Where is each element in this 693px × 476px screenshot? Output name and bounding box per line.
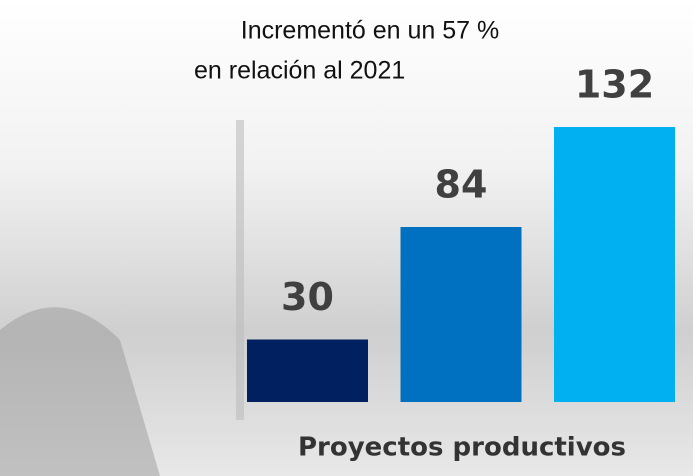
annotation: en relación al 2021 xyxy=(194,57,405,85)
value-label: 84 xyxy=(435,163,488,207)
value-label: 132 xyxy=(575,63,654,107)
background-foliage xyxy=(0,307,160,476)
bar xyxy=(247,339,368,402)
x-axis-label: Proyectos productivos xyxy=(298,433,626,463)
background-pole xyxy=(236,120,244,420)
bar xyxy=(400,227,522,402)
bar xyxy=(554,127,675,402)
value-label: 30 xyxy=(281,275,334,319)
annotation: Incrementó en un 57 % xyxy=(241,17,500,45)
